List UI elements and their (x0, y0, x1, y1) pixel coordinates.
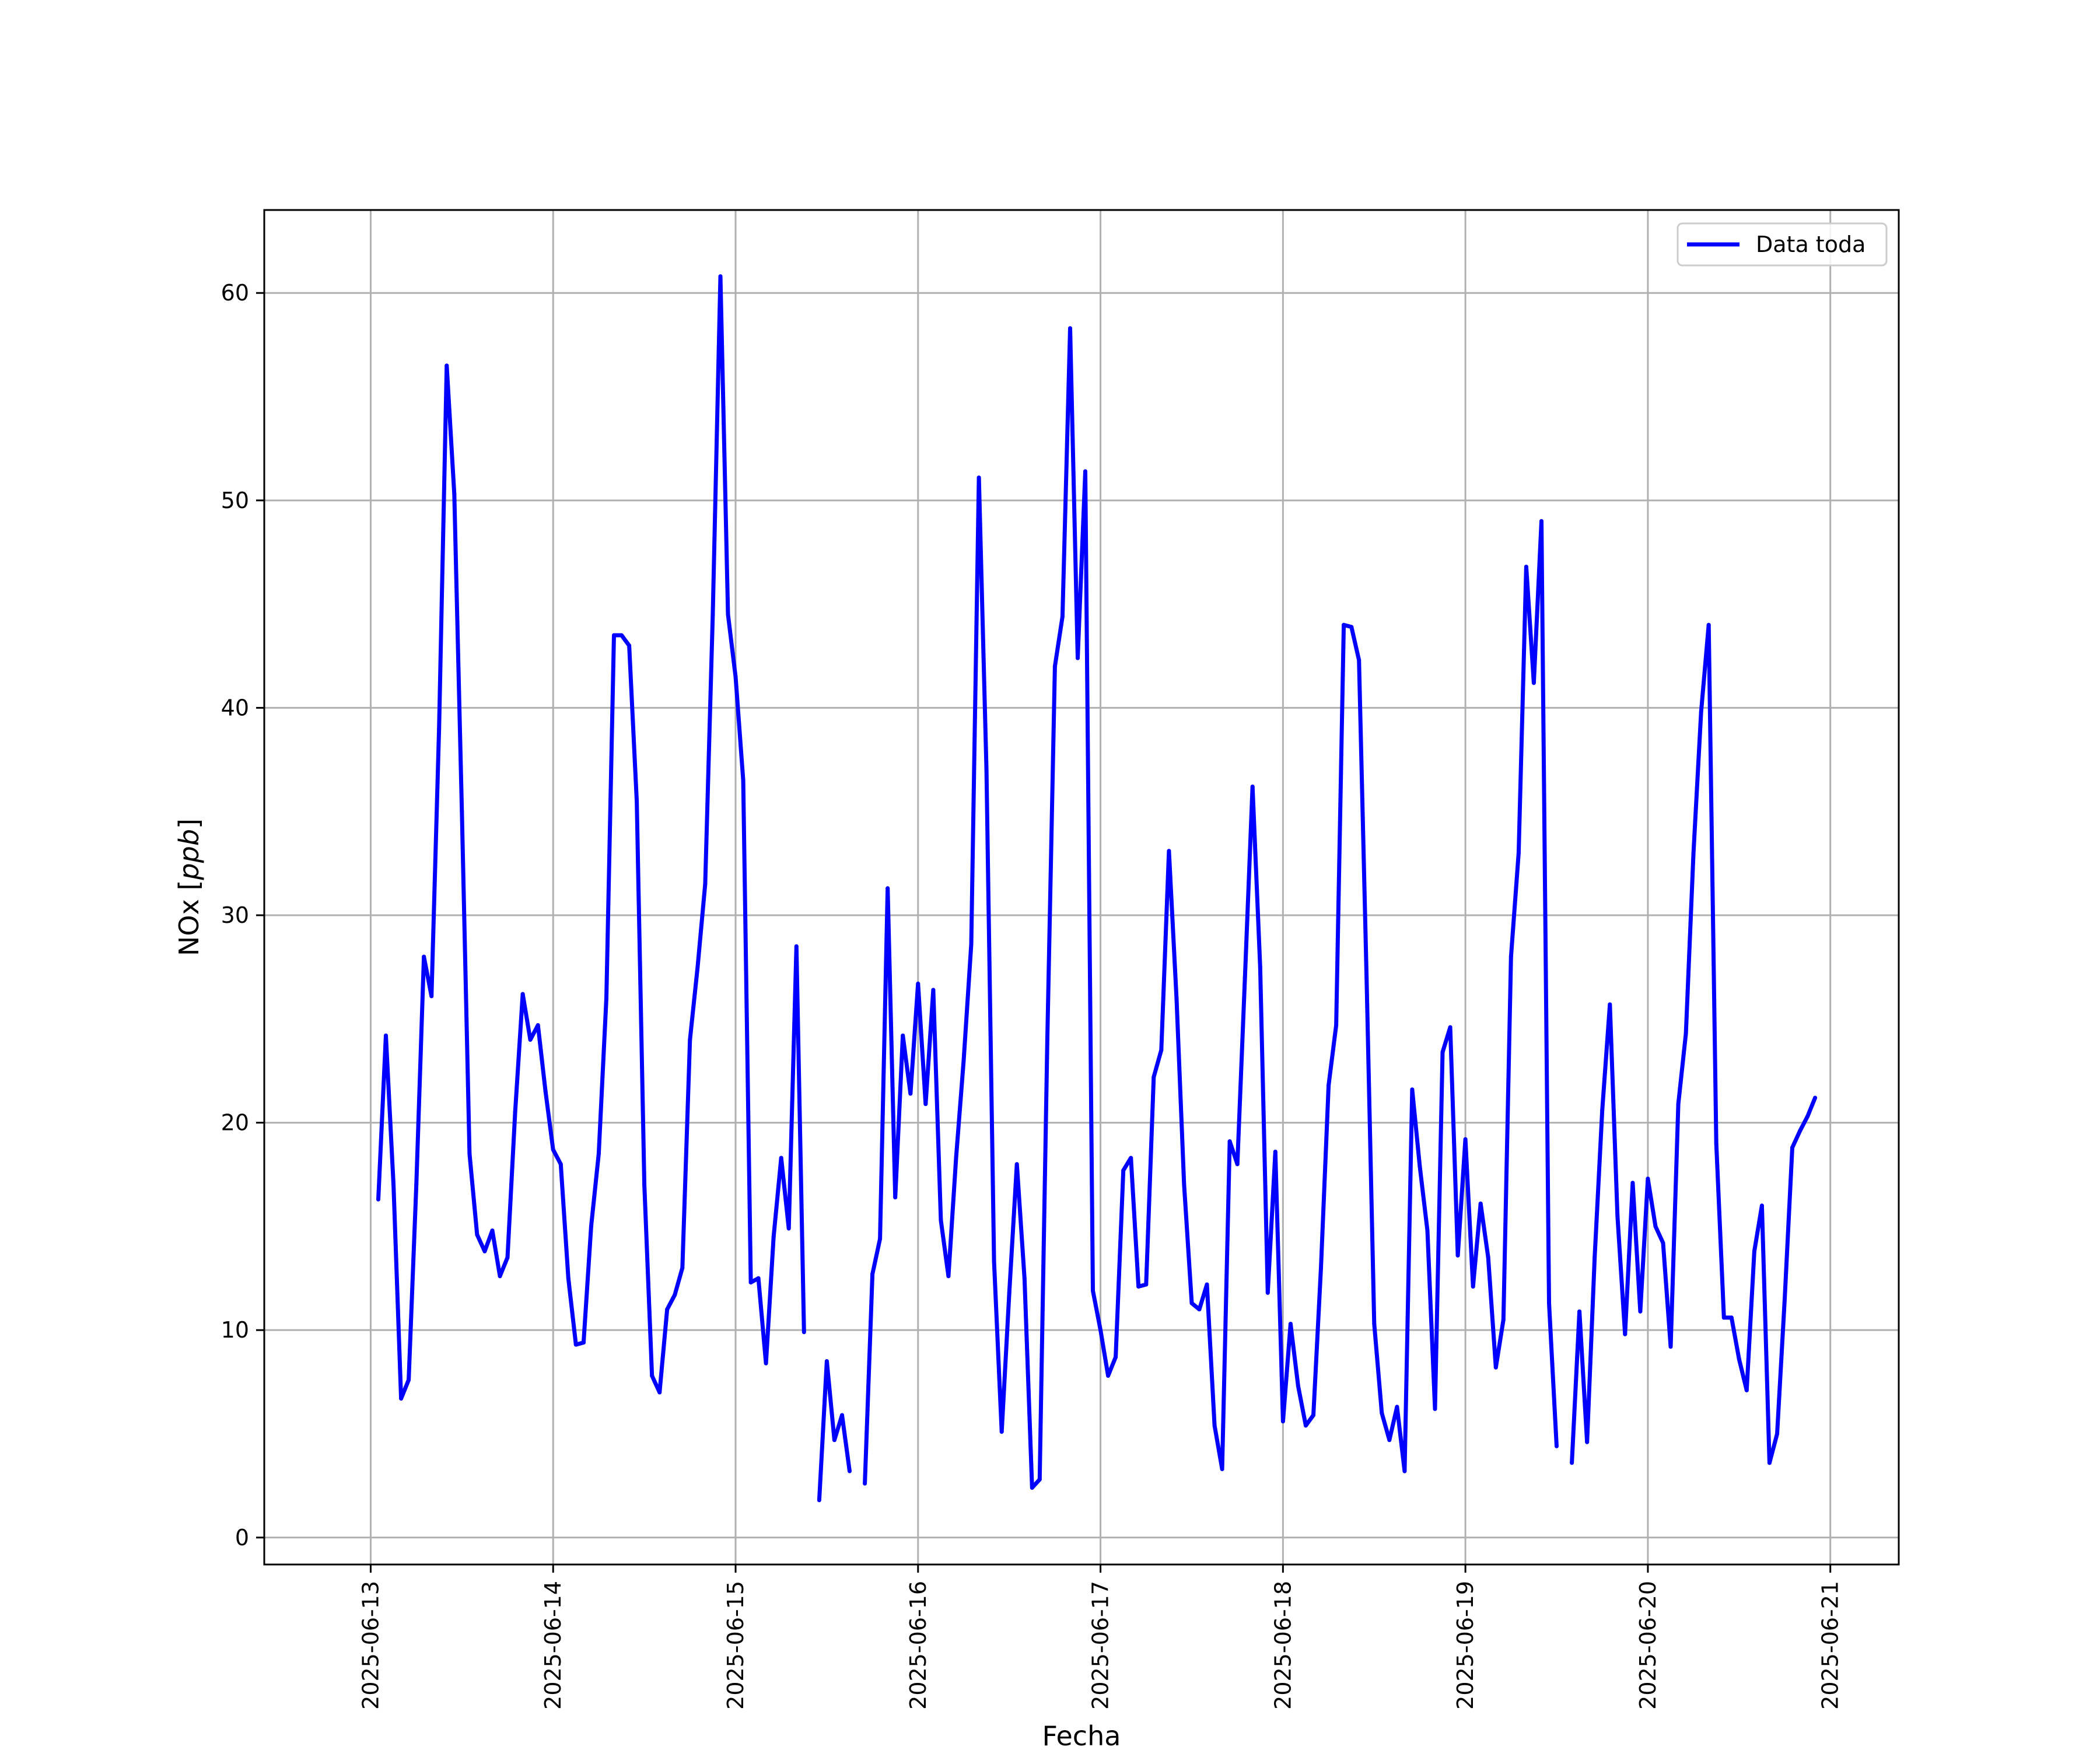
series-line-segment (376, 274, 806, 1401)
y-axis-title-main: NOx (173, 899, 205, 956)
y-tick-label: 10 (221, 1317, 249, 1343)
x-tick-label: 2025-06-16 (905, 1581, 931, 1710)
x-tick-label: 2025-06-14 (540, 1581, 566, 1710)
y-axis-title-close-bracket: ] (173, 818, 205, 829)
y-tick-label: 50 (221, 488, 249, 513)
axis-ticks: 2025-06-13 2025-06-14 2025-06-15 2025-06-16… (221, 280, 1843, 1710)
x-tick-label: 2025-06-20 (1635, 1581, 1661, 1710)
y-tick-label: 0 (235, 1525, 249, 1550)
y-axis-title-open-bracket: [ (173, 880, 205, 900)
y-axis-title-unit: ppb (173, 829, 205, 881)
plot-frame (263, 209, 1900, 1566)
legend: Data toda (1676, 222, 1888, 267)
y-tick-label: 40 (221, 695, 249, 720)
series-line-segment (817, 1359, 852, 1500)
x-tick-label: 2025-06-15 (723, 1581, 748, 1710)
series-layer (376, 274, 1818, 1503)
y-tick-label: 60 (221, 280, 249, 306)
x-tick-label: 2025-06-13 (358, 1581, 383, 1710)
y-tick-label: 30 (221, 902, 249, 928)
y-axis-title: NOx [ppb] (173, 818, 205, 956)
legend-label: Data toda (1756, 232, 1866, 257)
x-tick-label: 2025-06-17 (1088, 1581, 1114, 1710)
series-line-segment (1570, 622, 1817, 1465)
x-axis-title: Fecha (1042, 1720, 1121, 1750)
y-tick-label: 20 (221, 1110, 249, 1136)
series-line-segment (863, 326, 1559, 1490)
legend-box (1676, 222, 1888, 267)
x-tick-label: 2025-06-21 (1818, 1581, 1843, 1710)
x-tick-label: 2025-06-18 (1270, 1581, 1296, 1710)
x-tick-label: 2025-06-19 (1452, 1581, 1478, 1710)
